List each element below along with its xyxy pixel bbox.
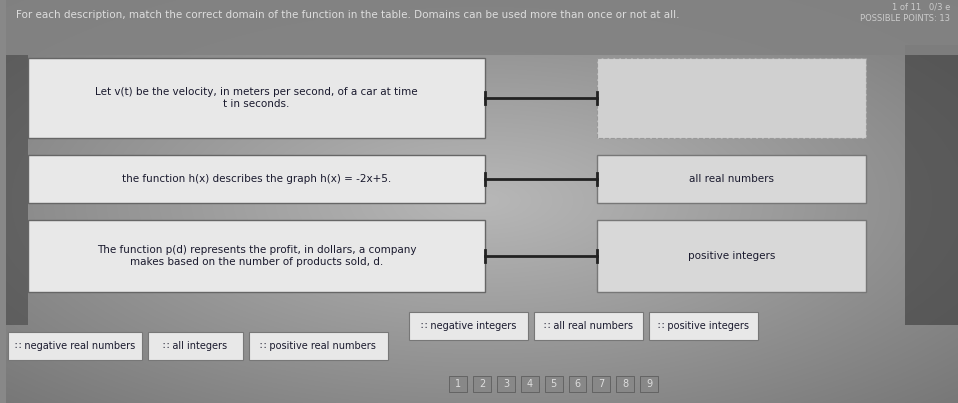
Text: all real numbers: all real numbers	[689, 174, 774, 184]
Text: ∷ positive real numbers: ∷ positive real numbers	[261, 341, 376, 351]
Text: 8: 8	[622, 379, 628, 389]
FancyBboxPatch shape	[28, 58, 485, 138]
Text: Let v(t) be the velocity, in meters per second, of a car at time
t in seconds.: Let v(t) be the velocity, in meters per …	[95, 87, 418, 109]
FancyBboxPatch shape	[148, 332, 242, 360]
FancyBboxPatch shape	[598, 220, 866, 292]
FancyBboxPatch shape	[534, 312, 643, 340]
Text: 3: 3	[503, 379, 509, 389]
FancyBboxPatch shape	[7, 55, 28, 325]
Text: 5: 5	[551, 379, 557, 389]
FancyBboxPatch shape	[545, 376, 562, 392]
FancyBboxPatch shape	[409, 312, 528, 340]
Text: ∷ negative integers: ∷ negative integers	[421, 321, 516, 331]
Text: ∷ all real numbers: ∷ all real numbers	[544, 321, 633, 331]
FancyBboxPatch shape	[449, 376, 468, 392]
Text: 4: 4	[527, 379, 533, 389]
Text: ∷ negative real numbers: ∷ negative real numbers	[15, 341, 135, 351]
FancyBboxPatch shape	[9, 332, 143, 360]
FancyBboxPatch shape	[473, 376, 491, 392]
FancyBboxPatch shape	[598, 58, 866, 138]
Text: For each description, match the correct domain of the function in the table. Dom: For each description, match the correct …	[16, 10, 679, 20]
FancyBboxPatch shape	[592, 376, 610, 392]
Text: POSSIBLE POINTS: 13: POSSIBLE POINTS: 13	[860, 14, 950, 23]
Text: The function p(d) represents the profit, in dollars, a company
makes based on th: The function p(d) represents the profit,…	[97, 245, 417, 267]
FancyBboxPatch shape	[7, 0, 958, 55]
Text: 2: 2	[479, 379, 486, 389]
FancyBboxPatch shape	[28, 155, 485, 203]
FancyBboxPatch shape	[568, 376, 586, 392]
FancyBboxPatch shape	[616, 376, 634, 392]
Text: 6: 6	[575, 379, 581, 389]
Text: 1: 1	[455, 379, 462, 389]
FancyBboxPatch shape	[28, 220, 485, 292]
Text: ∷ all integers: ∷ all integers	[164, 341, 228, 351]
FancyBboxPatch shape	[905, 45, 958, 325]
FancyBboxPatch shape	[521, 376, 538, 392]
Text: positive integers: positive integers	[688, 251, 775, 261]
FancyBboxPatch shape	[249, 332, 388, 360]
Text: 9: 9	[646, 379, 652, 389]
Text: 1 of 11   0/3 e: 1 of 11 0/3 e	[892, 3, 950, 12]
FancyBboxPatch shape	[649, 312, 759, 340]
Text: ∷ positive integers: ∷ positive integers	[658, 321, 749, 331]
FancyBboxPatch shape	[497, 376, 514, 392]
Text: 7: 7	[598, 379, 604, 389]
FancyBboxPatch shape	[598, 155, 866, 203]
FancyBboxPatch shape	[640, 376, 658, 392]
Text: the function h(x) describes the graph h(x) = -2x+5.: the function h(x) describes the graph h(…	[122, 174, 391, 184]
